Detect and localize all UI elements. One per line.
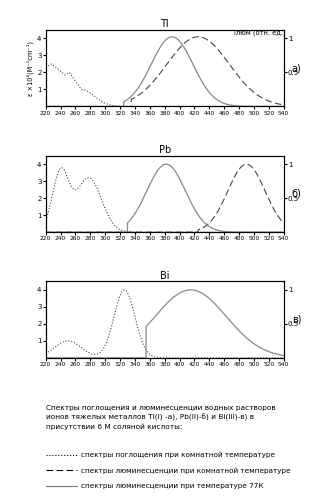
Text: спектры люминесценции при комнатной температуре: спектры люминесценции при комнатной темп… — [82, 467, 291, 473]
Text: в): в) — [292, 314, 301, 324]
Text: Iлюм (отн. ед.): Iлюм (отн. ед.) — [234, 30, 285, 36]
Title: Bi: Bi — [160, 270, 170, 280]
Text: а): а) — [292, 63, 302, 73]
Title: Tl: Tl — [160, 19, 169, 29]
Text: Спектры поглощения и люминесценции водных растворов
ионов тяжелых металлов Tl(I): Спектры поглощения и люминесценции водны… — [46, 406, 275, 429]
Y-axis label: ε ×10⁴(M⁻¹cm⁻¹): ε ×10⁴(M⁻¹cm⁻¹) — [27, 40, 34, 96]
Title: Pb: Pb — [158, 145, 171, 155]
Text: спектры люминесценции при температуре 77К: спектры люминесценции при температуре 77… — [82, 483, 264, 489]
Text: спектры поглощения при комнатной температуре: спектры поглощения при комнатной темпера… — [82, 452, 275, 458]
Text: б): б) — [292, 189, 302, 199]
